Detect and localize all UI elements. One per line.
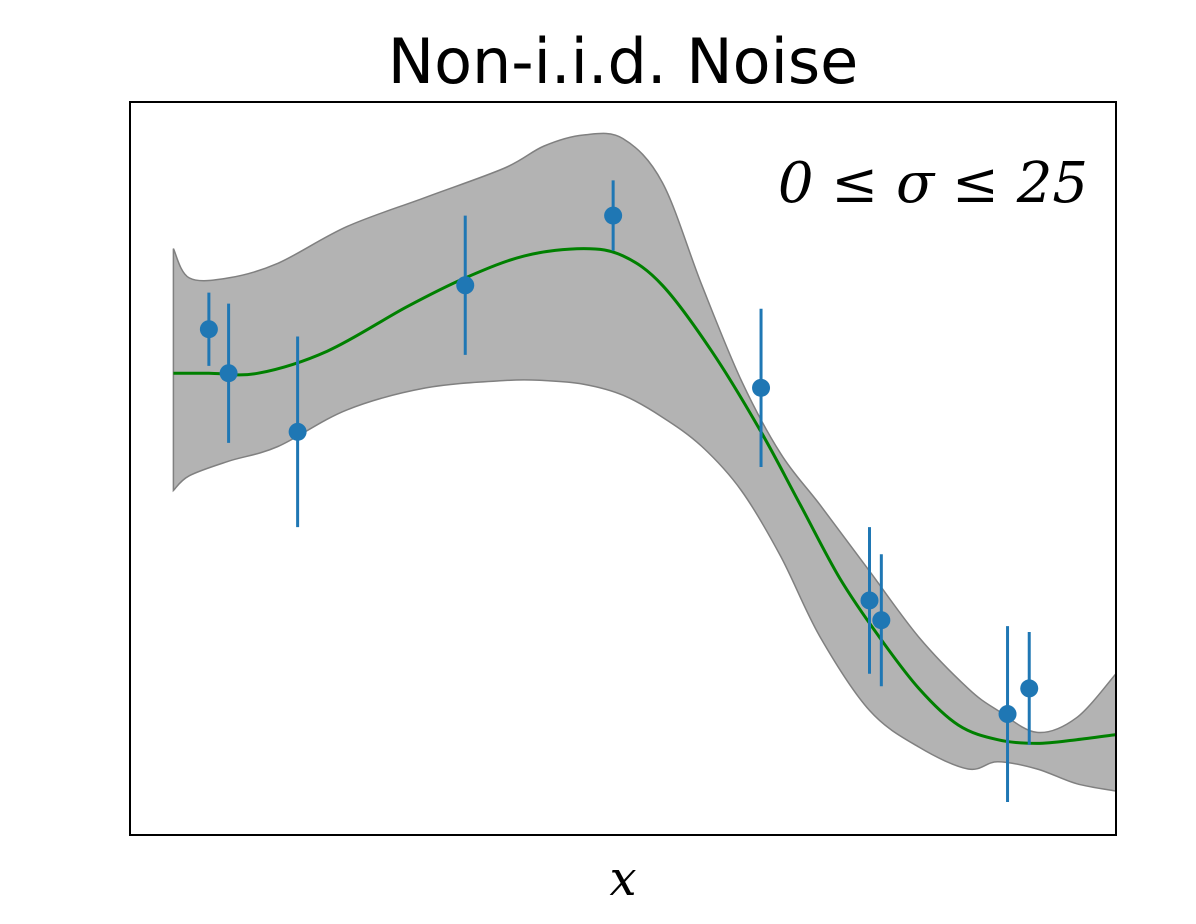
chart-title: Non-i.i.d. Noise (388, 25, 859, 98)
point-marker (1020, 679, 1039, 698)
point-marker (456, 276, 475, 295)
data-point-3 (288, 336, 307, 528)
plot-area (129, 101, 1117, 836)
point-marker (288, 422, 307, 441)
data-point-9 (998, 626, 1017, 803)
mean-curve (173, 247, 1117, 745)
x-axis-label: x (609, 851, 636, 907)
point-marker (199, 320, 218, 339)
data-point-1 (199, 292, 218, 366)
point-marker (872, 611, 891, 630)
confidence-band (172, 132, 1117, 792)
data-point-2 (219, 303, 238, 443)
data-point-10 (1020, 631, 1039, 745)
point-marker (604, 206, 623, 225)
point-marker (998, 705, 1017, 724)
data-point-4 (456, 215, 475, 355)
point-marker (860, 591, 879, 610)
point-marker (219, 364, 238, 383)
sigma-annotation: 0 ≤ σ ≤ 25 (778, 151, 1088, 216)
data-point-7 (860, 527, 879, 674)
data-points (199, 180, 1039, 803)
point-marker (752, 378, 771, 397)
data-point-8 (872, 554, 891, 687)
data-point-6 (752, 308, 771, 468)
plot-frame (129, 101, 1117, 836)
data-point-5 (604, 180, 623, 251)
